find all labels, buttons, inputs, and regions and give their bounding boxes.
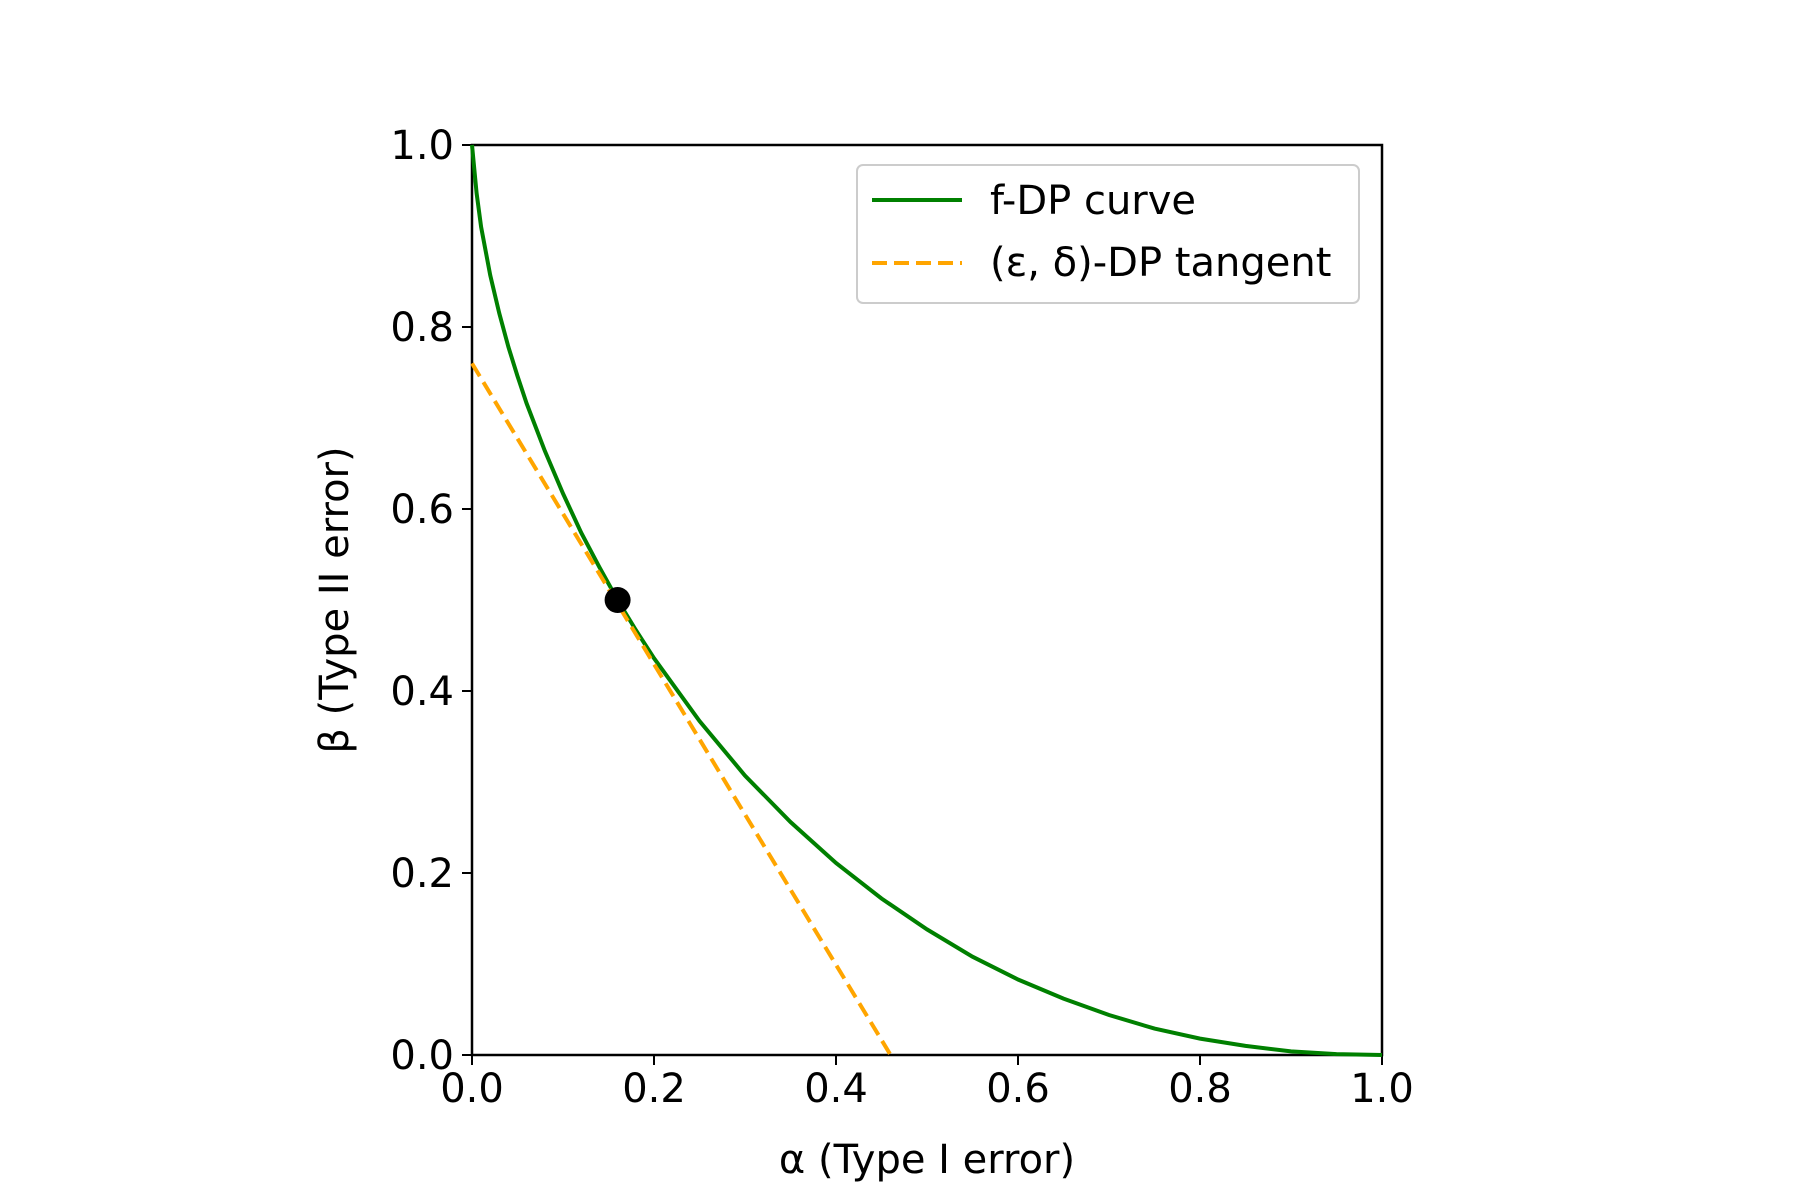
series-line-1 bbox=[470, 362, 893, 1057]
x-tick-label: 1.0 bbox=[1350, 1066, 1414, 1112]
y-axis-label: β (Type II error) bbox=[312, 446, 358, 753]
y-tick-label: 0.4 bbox=[390, 669, 454, 715]
y-axis-ticks: 0.0 0.2 0.4 0.6 0.8 1.0 bbox=[390, 123, 472, 1079]
legend-label-f-dp-curve: f-DP curve bbox=[990, 178, 1196, 224]
y-tick-label: 1.0 bbox=[390, 123, 454, 169]
y-tick-label: 0.0 bbox=[390, 1033, 454, 1079]
legend-label-tangent: (ε, δ)-DP tangent bbox=[990, 240, 1331, 286]
x-axis-ticks: 0.0 0.2 0.4 0.6 0.8 1.0 bbox=[440, 1055, 1414, 1112]
series-layer bbox=[470, 144, 1383, 1057]
x-tick-label: 0.2 bbox=[622, 1066, 686, 1112]
points-layer bbox=[604, 587, 631, 613]
y-tick-label: 0.8 bbox=[390, 305, 454, 351]
x-axis-label: α (Type I error) bbox=[779, 1137, 1075, 1183]
legend-box bbox=[856, 164, 1360, 304]
x-tick-label: 0.0 bbox=[440, 1066, 504, 1112]
x-tick-label: 0.6 bbox=[986, 1066, 1050, 1112]
y-tick-label: 0.2 bbox=[390, 851, 454, 897]
series-line-0 bbox=[470, 144, 1383, 1057]
x-tick-label: 0.4 bbox=[804, 1066, 868, 1112]
x-tick-label: 0.8 bbox=[1168, 1066, 1232, 1112]
y-tick-label: 0.6 bbox=[390, 487, 454, 533]
legend: f-DP curve (ε, δ)-DP tangent bbox=[856, 164, 1360, 304]
tangent-point-marker bbox=[604, 587, 631, 613]
